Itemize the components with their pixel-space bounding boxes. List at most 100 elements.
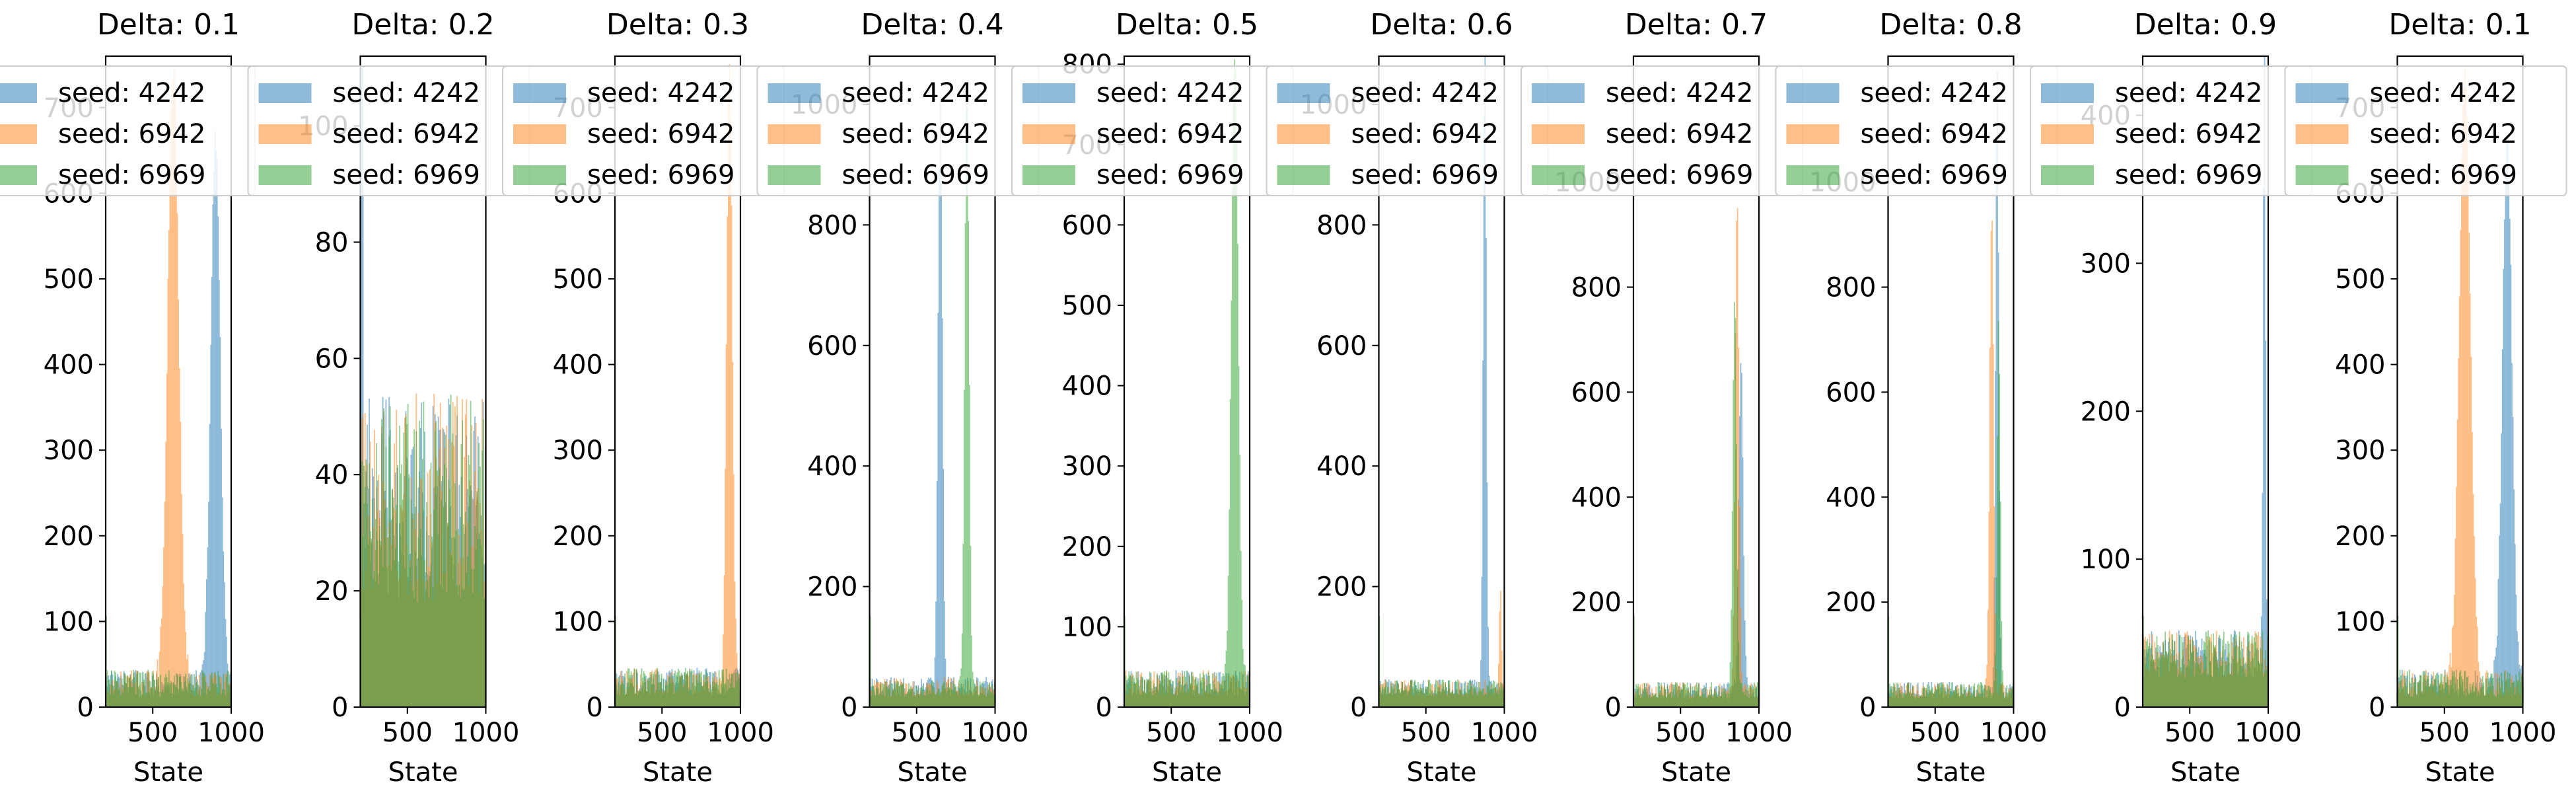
- histogram-bar: [2479, 671, 2480, 707]
- histogram-bar: [2458, 672, 2460, 707]
- histogram-bar: [221, 677, 222, 707]
- histogram-bar: [421, 555, 423, 707]
- histogram-bar: [426, 502, 428, 707]
- histogram-bar: [991, 693, 992, 707]
- histogram-bar: [1497, 683, 1499, 707]
- histogram-bar: [217, 671, 219, 707]
- histogram-bar: [1688, 691, 1690, 707]
- histogram-bar: [1463, 683, 1465, 707]
- histogram-bar: [2418, 681, 2419, 707]
- histogram-bar: [1193, 690, 1195, 707]
- histogram-bar: [2238, 646, 2239, 707]
- legend-box: [2284, 65, 2567, 196]
- y-tick-label: 800: [1826, 273, 1876, 303]
- histogram-bar: [2420, 675, 2422, 707]
- histogram-bar: [1450, 691, 1452, 707]
- histogram-bar: [1661, 683, 1662, 707]
- histogram-bar: [646, 691, 648, 707]
- histogram-bar: [1219, 683, 1221, 707]
- histogram-bar: [927, 687, 929, 707]
- histogram-bar: [2449, 665, 2450, 707]
- histogram-bar: [1402, 681, 1404, 707]
- histogram-bar: [153, 673, 155, 707]
- histogram-bar: [890, 677, 892, 707]
- histogram-bar: [472, 593, 474, 707]
- histogram-bar: [2145, 664, 2146, 707]
- histogram-bar: [119, 687, 121, 707]
- histogram-bar: [1713, 693, 1715, 707]
- histogram-bar: [456, 396, 458, 707]
- histogram-bar: [425, 589, 427, 707]
- histogram-bar: [2245, 661, 2246, 707]
- histogram-bar: [471, 425, 473, 707]
- histogram-bar: [145, 673, 147, 707]
- histogram-bar: [2501, 673, 2503, 707]
- histogram-bar: [910, 685, 912, 707]
- histogram-bar: [1719, 683, 1721, 707]
- histogram-bar: [961, 633, 963, 707]
- legend-entry: seed: 4242: [333, 78, 480, 108]
- histogram-bar: [1147, 679, 1149, 707]
- histogram-bar: [1495, 693, 1497, 707]
- histogram-bar: [201, 688, 202, 707]
- histogram-bar: [1486, 482, 1488, 707]
- histogram-bar: [925, 696, 927, 707]
- histogram-bar: [473, 569, 475, 707]
- legend-entry: seed: 6942: [842, 119, 989, 149]
- histogram-bar: [993, 694, 995, 707]
- histogram-bar: [2264, 670, 2266, 707]
- legend-swatch: [1277, 165, 1330, 185]
- histogram-bar: [703, 674, 705, 707]
- histogram-bar: [1402, 691, 1404, 707]
- histogram-bar: [734, 581, 736, 707]
- histogram-bar: [2158, 657, 2160, 707]
- histogram-bar: [1410, 680, 1412, 707]
- histogram-bar: [687, 671, 689, 707]
- histogram-bar: [640, 674, 641, 707]
- histogram-bar: [1465, 693, 1467, 707]
- histogram-bar: [1705, 697, 1707, 707]
- histogram-bar: [209, 691, 211, 707]
- histogram-bar: [1970, 695, 1971, 707]
- x-tick-label: 1000: [1725, 718, 1793, 748]
- legend-swatch: [1022, 83, 1075, 103]
- histogram-bar: [1711, 697, 1713, 707]
- histogram-bar: [1445, 687, 1447, 707]
- histogram-bar: [2004, 697, 2006, 707]
- histogram-bar: [890, 697, 892, 707]
- histogram-bar: [2495, 697, 2497, 707]
- histogram-bar: [984, 687, 986, 707]
- histogram-bar: [1417, 681, 1419, 707]
- histogram-bar: [1182, 676, 1183, 707]
- y-tick-label: 0: [841, 693, 857, 723]
- histogram-bar: [1935, 689, 1937, 707]
- panel-title: Delta: 0.1: [97, 8, 240, 42]
- histogram-bar: [2476, 687, 2478, 707]
- histogram-bar: [186, 659, 188, 707]
- histogram-bar: [2254, 642, 2256, 707]
- histogram-bar: [1731, 511, 1733, 707]
- histogram-bar: [880, 683, 882, 707]
- histogram-bar: [196, 683, 197, 707]
- histogram-bar: [2511, 363, 2513, 707]
- legend-entry: seed: 4242: [1096, 78, 1244, 108]
- histogram-bar: [1900, 694, 1902, 707]
- legend-swatch: [0, 83, 37, 103]
- histogram-bar: [1715, 694, 1717, 707]
- histogram-bar: [1950, 682, 1952, 707]
- histogram-bar: [2249, 666, 2251, 707]
- histogram-bar: [1195, 676, 1197, 707]
- histogram-bar: [1493, 681, 1495, 707]
- histogram-bar: [1189, 676, 1190, 707]
- histogram-bar: [1173, 695, 1175, 707]
- histogram-bar: [1752, 686, 1754, 707]
- histogram-bar: [725, 668, 727, 707]
- y-tick-label: 400: [1571, 482, 1622, 513]
- histogram-bar: [912, 681, 914, 707]
- histogram-bar: [430, 462, 432, 707]
- histogram-bar: [620, 684, 622, 707]
- histogram-bar: [1458, 695, 1460, 707]
- histogram-bar: [943, 683, 945, 707]
- histogram-bar: [896, 684, 897, 707]
- histogram-bar: [1480, 691, 1482, 707]
